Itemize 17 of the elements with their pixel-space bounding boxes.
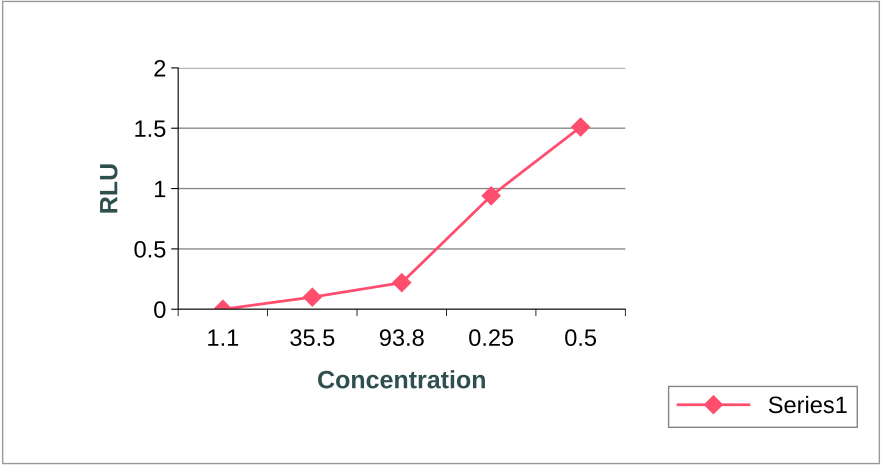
y-tick-label: 0 (154, 301, 166, 318)
y-tick-label: 1 (155, 180, 166, 198)
x-tick-label: 93.8 (380, 329, 424, 346)
x-tick-label: 1.1 (208, 330, 238, 346)
point (571, 117, 590, 137)
point (392, 273, 412, 292)
y-tick-label: 1.5 (135, 120, 166, 138)
y-axis-title: RLU (100, 164, 118, 213)
point (482, 186, 501, 206)
y-tick-label: 2 (154, 60, 166, 76)
x-axis-title: Concentration (318, 370, 485, 388)
y-tick-label: 0.5 (134, 240, 166, 258)
x-tick-label: 0.25 (469, 329, 514, 346)
point (302, 288, 322, 307)
x-tick-label: 35.5 (290, 329, 334, 346)
legend-label: Series1 (768, 396, 847, 414)
x-tick-label: 0.5 (565, 329, 596, 346)
